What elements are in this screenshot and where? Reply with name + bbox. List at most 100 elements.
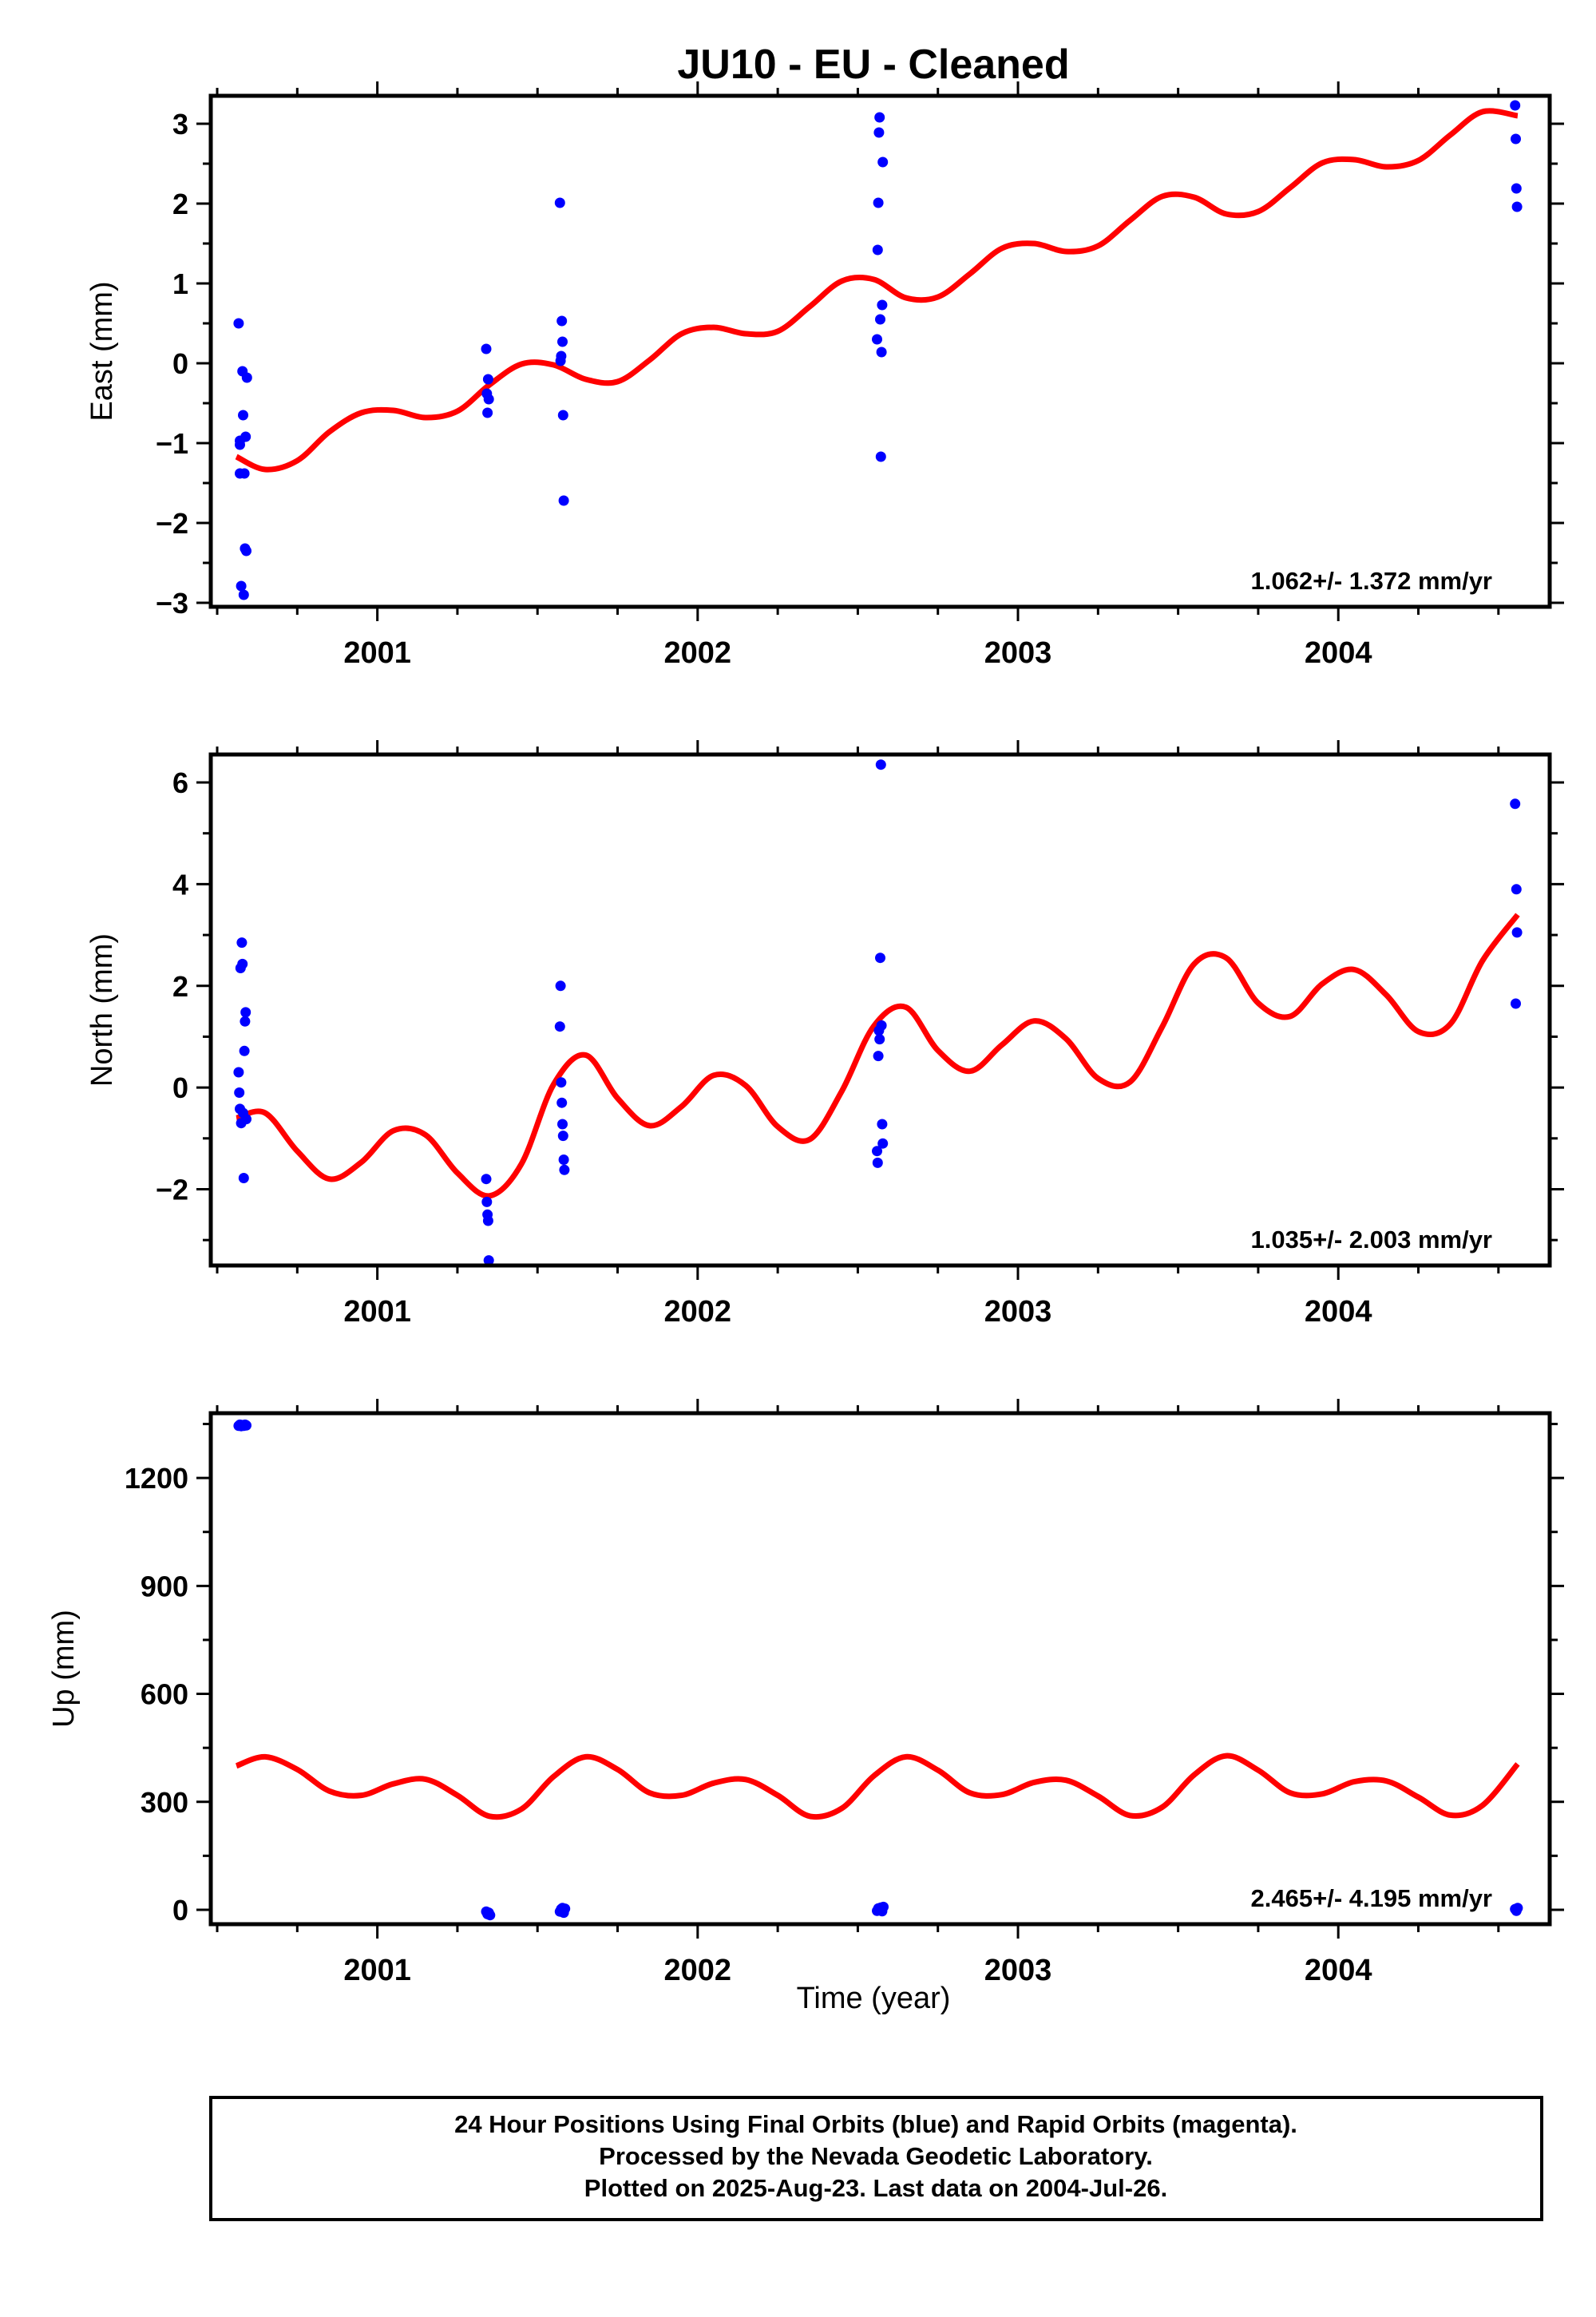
rate-annotation: 2.465+/- 4.195 mm/yr	[1251, 1884, 1492, 1912]
footer-frame	[209, 2096, 1543, 2221]
data-point	[877, 156, 889, 168]
x-tick-label: 2003	[984, 1295, 1052, 1329]
model-curve	[235, 108, 1519, 473]
x-tick-label: 2004	[1305, 636, 1372, 670]
y-tick-label: 1	[172, 267, 188, 300]
data-point	[239, 1045, 250, 1056]
data-point	[482, 1215, 493, 1226]
x-axis-label: Time (year)	[797, 1982, 951, 2015]
data-point	[241, 545, 251, 556]
data-point	[557, 1131, 568, 1142]
data-point	[878, 1901, 889, 1912]
data-point	[236, 937, 248, 949]
data-point	[877, 1119, 888, 1130]
x-tick-label: 2001	[343, 1295, 411, 1329]
data-point	[1511, 183, 1522, 194]
data-point	[877, 299, 888, 311]
data-point	[1512, 1903, 1523, 1914]
data-point	[238, 410, 248, 421]
y-tick-label: 900	[141, 1570, 188, 1602]
x-tick-label: 2004	[1305, 1295, 1372, 1329]
panel-frame	[208, 93, 1552, 609]
y-axis-label: Up (mm)	[47, 1610, 81, 1728]
data-point	[481, 343, 492, 354]
data-point	[556, 315, 568, 327]
data-point	[872, 1157, 883, 1168]
data-point	[1511, 133, 1521, 145]
data-point	[555, 980, 566, 992]
x-tick-label: 2002	[664, 636, 732, 670]
data-point	[1510, 100, 1521, 111]
data-point	[557, 336, 568, 347]
x-tick-label: 2001	[343, 636, 411, 670]
data-point	[481, 1174, 492, 1185]
footer-line-1: 24 Hour Positions Using Final Orbits (bl…	[454, 2110, 1297, 2138]
x-tick-label: 2003	[984, 1954, 1052, 1987]
y-axis-label: East (mm)	[85, 281, 119, 421]
data-point	[238, 1173, 249, 1183]
data-point	[558, 495, 569, 506]
data-point	[556, 1097, 568, 1108]
data-point	[554, 1021, 565, 1032]
data-point	[1511, 884, 1522, 895]
y-tick-label: 0	[172, 1894, 188, 1927]
data-point	[876, 347, 887, 358]
data-point	[483, 394, 494, 405]
data-point	[1511, 927, 1523, 938]
data-point	[1510, 798, 1521, 810]
data-point	[239, 468, 250, 479]
data-point	[237, 958, 248, 969]
data-point	[556, 1077, 567, 1088]
y-tick-label: 6	[172, 766, 188, 799]
data-point	[873, 127, 885, 138]
data-point	[240, 1007, 251, 1018]
y-axis-label: North (mm)	[85, 933, 119, 1087]
panel-frame	[208, 752, 1552, 1268]
data-point	[240, 1016, 251, 1027]
data-point	[872, 1146, 882, 1157]
footer-line-2: Processed by the Nevada Geodetic Laborat…	[599, 2142, 1153, 2170]
up-panel: 2001 2002 2003 2004 0 300 600 900 1200 Up (mm) 2.4…	[47, 1399, 1564, 1987]
panel-frame	[208, 1411, 1552, 1927]
data-point	[875, 314, 885, 325]
north-panel: 2001 2002 2003 2004 −2 0 2 4 6 North (mm) 1.035+/-…	[85, 740, 1564, 1329]
y-tick-label: 300	[141, 1786, 188, 1819]
data-point	[873, 1051, 884, 1062]
data-point	[559, 1164, 570, 1175]
data-point	[241, 1114, 251, 1125]
x-tick-label: 2003	[984, 636, 1052, 670]
data-point	[558, 1155, 569, 1165]
y-tick-label: 1200	[125, 1462, 188, 1495]
data-point	[1511, 998, 1521, 1009]
data-point	[240, 431, 251, 442]
data-point	[233, 318, 244, 329]
data-point	[872, 334, 882, 345]
y-tick-label: 2	[172, 188, 188, 220]
data-point	[482, 374, 493, 385]
y-tick-label: −2	[156, 507, 188, 540]
x-tick-label: 2001	[343, 1954, 411, 1987]
y-tick-label: −3	[156, 587, 188, 620]
y-tick-label: 2	[172, 970, 188, 1003]
footer-box: 24 Hour Positions Using Final Orbits (bl…	[209, 2096, 1543, 2221]
data-point	[877, 1138, 889, 1149]
east-panel: 2001 2002 2003 2004 −3 −2 −1 0 1 2 3 East (mm) 1.062…	[85, 81, 1564, 670]
data-point	[875, 759, 886, 770]
x-tick-label: 2002	[664, 1295, 732, 1329]
data-point	[554, 197, 565, 208]
y-tick-label: 0	[172, 1071, 188, 1104]
rate-annotation: 1.062+/- 1.372 mm/yr	[1251, 567, 1492, 595]
data-point	[556, 351, 567, 362]
data-point	[483, 1255, 494, 1266]
chart-title: JU10 - EU - Cleaned	[677, 42, 1069, 88]
y-tick-label: 3	[172, 108, 188, 141]
data-point	[482, 407, 493, 418]
data-point	[238, 589, 249, 600]
data-point	[560, 1903, 571, 1915]
data-point	[872, 244, 883, 255]
data-point	[234, 1087, 245, 1098]
data-point	[481, 1196, 493, 1207]
data-point	[485, 1910, 496, 1921]
x-tick-label: 2004	[1305, 1954, 1372, 1987]
